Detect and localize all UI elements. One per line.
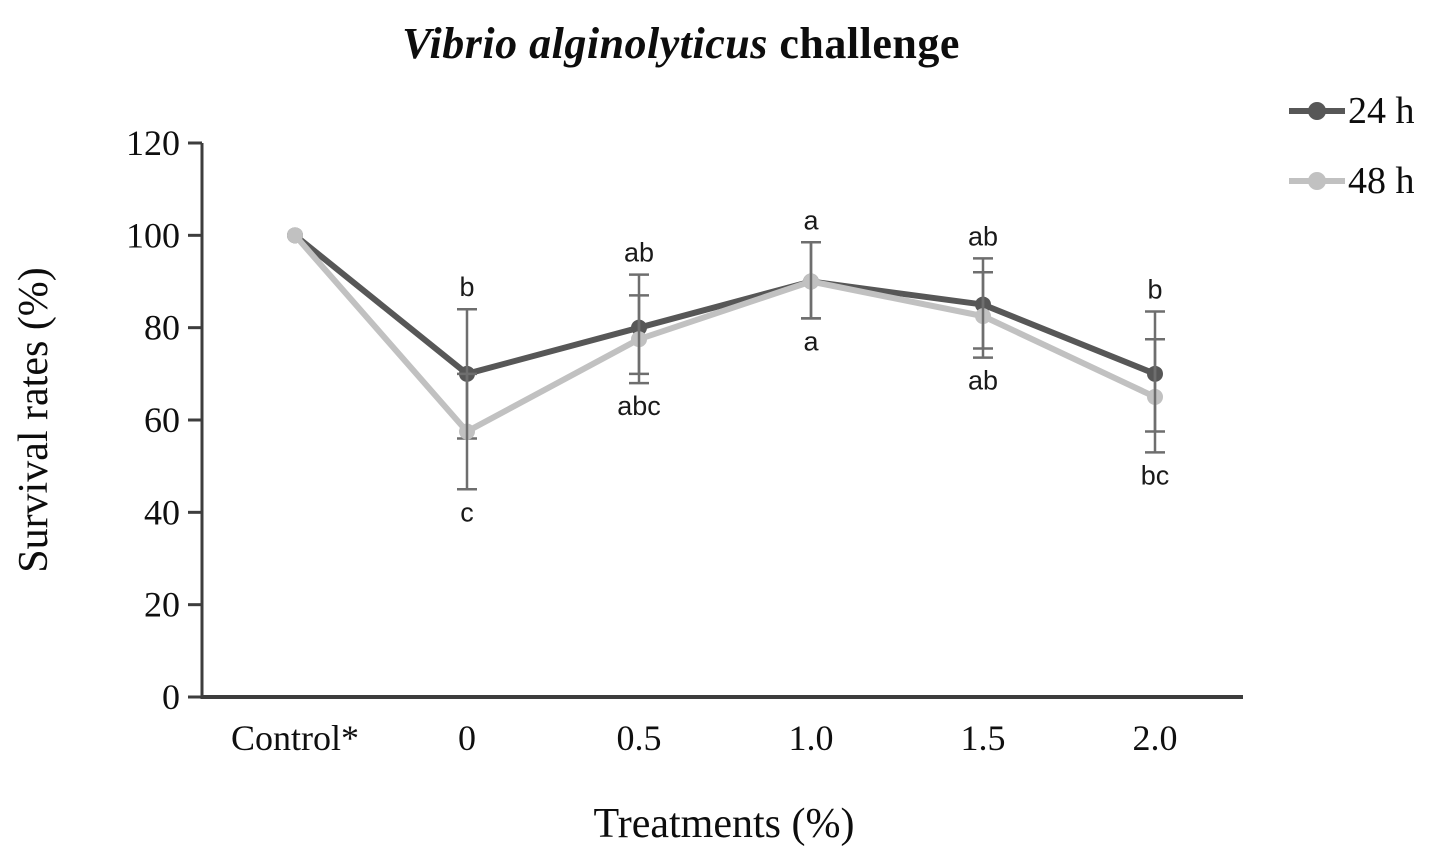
chart-title: Vibrio alginolyticus challenge xyxy=(0,18,1362,69)
y-tick-label: 100 xyxy=(126,215,180,255)
sig-letter-above: b xyxy=(1147,275,1162,305)
sig-letter-above: a xyxy=(803,205,819,235)
legend-label-24h: 24 h xyxy=(1348,90,1415,132)
x-category-label: Control* xyxy=(231,718,359,758)
x-category-label: 0 xyxy=(458,718,476,758)
sig-letter-below: ab xyxy=(968,366,998,396)
legend-swatch-48h-icon xyxy=(1289,172,1345,190)
x-category-label: 2.0 xyxy=(1133,718,1178,758)
x-axis-title: Treatments (%) xyxy=(593,801,855,847)
y-tick-label: 120 xyxy=(126,123,180,163)
chart-title-species: Vibrio alginolyticus xyxy=(402,19,768,68)
legend: 24 h 48 h xyxy=(1288,92,1415,200)
x-category-label: 1.0 xyxy=(789,718,834,758)
data-point-48h-Control* xyxy=(287,227,303,244)
sig-letter-below: c xyxy=(460,497,474,527)
sig-letter-below: bc xyxy=(1141,460,1170,490)
y-tick-label: 20 xyxy=(144,585,180,625)
legend-item-24h: 24 h xyxy=(1288,92,1415,130)
legend-item-48h: 48 h xyxy=(1288,162,1415,200)
legend-swatch-24h-icon xyxy=(1289,102,1345,120)
sig-letter-below: a xyxy=(803,326,819,356)
x-category-label: 0.5 xyxy=(617,718,662,758)
chart-title-rest: challenge xyxy=(767,19,960,68)
y-tick-label: 60 xyxy=(144,400,180,440)
series-line-24h xyxy=(292,232,1158,377)
series-line-48h xyxy=(292,232,1158,435)
sig-letter-below: abc xyxy=(617,391,661,421)
sig-letter-above: b xyxy=(459,272,474,302)
y-tick-label: 40 xyxy=(144,492,180,532)
x-category-label: 1.5 xyxy=(961,718,1006,758)
sig-letter-above: ab xyxy=(968,221,998,251)
y-tick-label: 80 xyxy=(144,308,180,348)
y-tick-label: 0 xyxy=(162,677,180,717)
legend-label-48h: 48 h xyxy=(1348,160,1415,202)
sig-letter-above: ab xyxy=(624,238,654,268)
